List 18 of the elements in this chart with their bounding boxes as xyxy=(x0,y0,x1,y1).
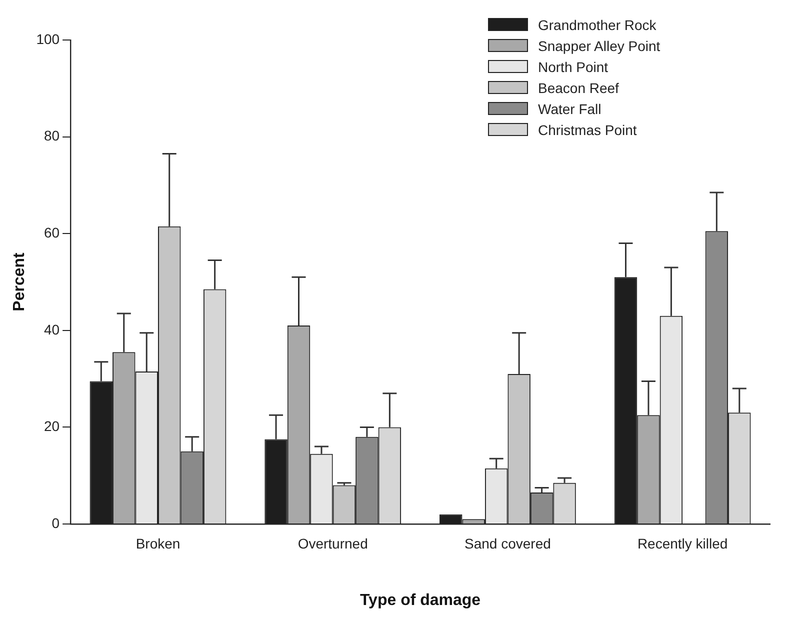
y-tick-label: 20 xyxy=(44,418,60,434)
x-tick-label: Broken xyxy=(136,535,180,552)
legend-label: Snapper Alley Point xyxy=(538,38,660,54)
legend-label: Grandmother Rock xyxy=(538,16,656,32)
y-tick-label: 0 xyxy=(52,514,60,531)
legend-label: North Point xyxy=(538,58,608,74)
x-tick-label: Overturned xyxy=(298,535,368,552)
x-tick-label: Sand covered xyxy=(464,535,551,552)
y-tick-label: 40 xyxy=(44,321,60,338)
y-axis-title: Percent xyxy=(11,252,28,312)
x-tick-label: Recently killed xyxy=(637,535,728,552)
legend-label: Water Fall xyxy=(538,100,602,116)
y-tick-label: 60 xyxy=(44,224,60,240)
x-axis-title: Type of damage xyxy=(360,592,481,609)
y-tick-label: 100 xyxy=(36,30,60,47)
y-tick-label: 80 xyxy=(44,128,60,144)
legend-label: Christmas Point xyxy=(538,122,637,138)
legend-label: Beacon Reef xyxy=(538,80,619,96)
